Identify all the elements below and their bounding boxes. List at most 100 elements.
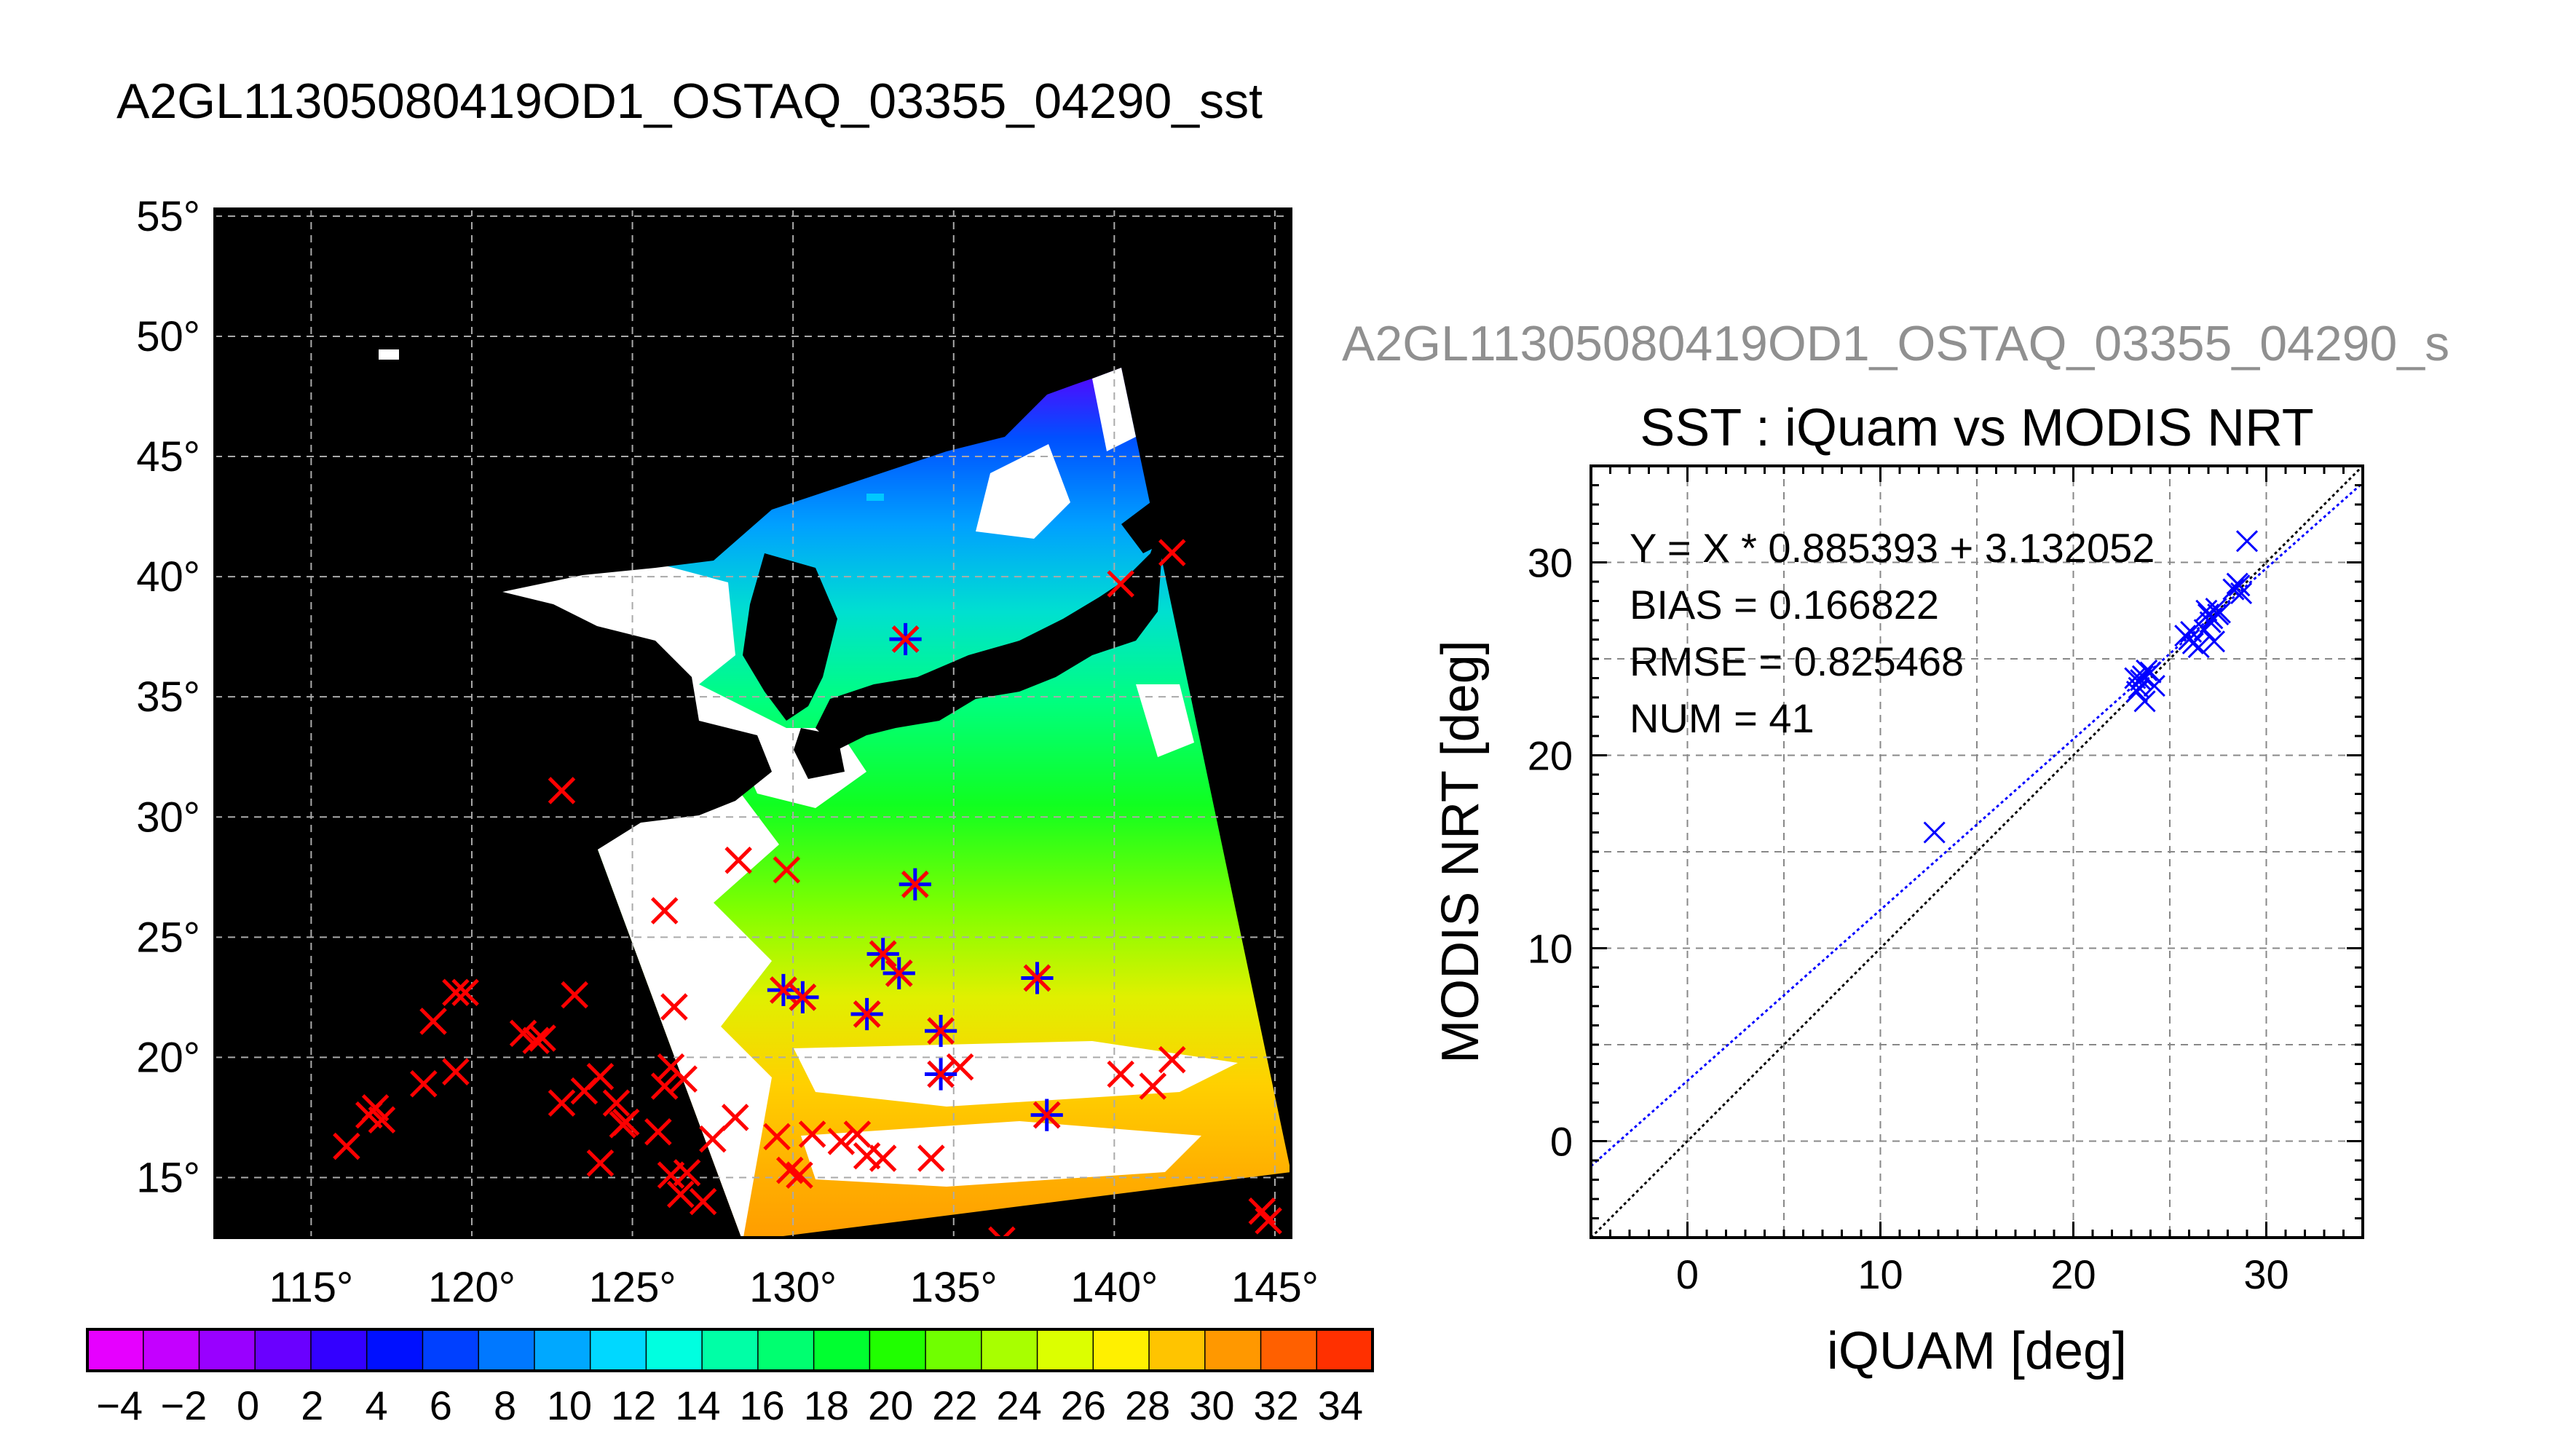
- colorbar-swatch: [1260, 1329, 1317, 1371]
- map-marker-red: [660, 993, 688, 1021]
- colorbar-swatch: [422, 1329, 479, 1371]
- map-marker-red: [927, 1017, 955, 1045]
- map-y-tick-label: 20°: [136, 1034, 200, 1081]
- map-y-tick-label: 55°: [136, 193, 200, 240]
- scatter-points: [1923, 530, 2259, 844]
- colorbar-tick-label: 26: [1061, 1382, 1106, 1428]
- colorbar-swatch: [1149, 1329, 1206, 1371]
- map-y-tick-label: 35°: [136, 673, 200, 721]
- scatter-point: [2133, 690, 2156, 713]
- map-marker-red: [1158, 1045, 1186, 1074]
- scatter-point: [2228, 574, 2251, 597]
- scatter-point: [2136, 659, 2158, 681]
- map-marker-red: [586, 1063, 615, 1091]
- map-y-tick-labels: 15° 20° 25° 30° 35° 40° 45° 50° 55°: [136, 193, 200, 1202]
- scatter-title: SST : iQuam vs MODIS NRT: [1640, 399, 2314, 457]
- colorbar-tick-label: 28: [1125, 1382, 1170, 1428]
- scatter-x-axis-label: iQUAM [deg]: [1827, 1322, 2127, 1380]
- scatter-lines: [1591, 466, 2363, 1238]
- scatter-point: [2203, 630, 2226, 653]
- map-marker-red: [1255, 1207, 1282, 1235]
- map-marker-red: [721, 1104, 749, 1131]
- map-marker-red: [1158, 539, 1186, 566]
- regression-line: [1591, 482, 2363, 1167]
- map-marker-red: [843, 1120, 872, 1148]
- map-marker-red: [333, 1132, 360, 1160]
- colorbar-tick-label: 0: [237, 1382, 259, 1428]
- map-marker-red: [442, 1058, 470, 1085]
- scatter-point: [2143, 675, 2165, 697]
- map-frame: [213, 207, 1292, 1239]
- scatter-point: [2125, 680, 2149, 703]
- scatter-x-tick-label: 10: [1857, 1251, 1903, 1297]
- scatter-x-tick-label: 20: [2050, 1251, 2096, 1297]
- map-markers: [333, 539, 1282, 1238]
- northern-ice-fragment: [379, 349, 399, 360]
- scatter-super-title: A2GL11305080419OD1_OSTAQ_03355_04290_s: [1342, 316, 2449, 371]
- identity-line: [1591, 466, 2363, 1238]
- scatter-point: [1923, 821, 1946, 844]
- scatter-point: [2222, 578, 2245, 601]
- map-marker-red: [885, 960, 913, 987]
- map-x-tick-label: 140°: [1070, 1264, 1158, 1311]
- map-marker-red: [1107, 570, 1134, 598]
- map-marker-red: [586, 1149, 615, 1177]
- map-y-tick-label: 50°: [136, 313, 200, 360]
- scatter-annotations: Y = X * 0.885393 + 3.132052 BIAS = 0.1668…: [1630, 525, 2155, 741]
- map-marker-red: [442, 978, 470, 1007]
- colorbar-swatch: [702, 1329, 759, 1371]
- map-marker-red: [1023, 964, 1051, 992]
- colorbar-swatch: [646, 1329, 703, 1371]
- colorbar-swatch: [1093, 1329, 1150, 1371]
- map-marker-red: [548, 777, 576, 804]
- colorbar-swatch: [310, 1329, 368, 1371]
- scatter-point: [2195, 599, 2218, 622]
- colorbar-tick-label: 6: [430, 1382, 452, 1428]
- map-panel: 115° 120° 125° 130° 135° 140° 145° 15° 20° 25° 30…: [136, 193, 1319, 1311]
- colorbar-tick-label: 30: [1189, 1382, 1234, 1428]
- map-marker-red: [612, 1108, 640, 1136]
- colorbar-swatch: [534, 1329, 591, 1371]
- colorbar-tick-label: 14: [675, 1382, 720, 1428]
- map-marker-red: [699, 1125, 727, 1153]
- map-marker-red: [869, 940, 897, 968]
- map-marker-red: [927, 1060, 955, 1088]
- colorbar-tick-label: 20: [868, 1382, 913, 1428]
- map-marker-red: [786, 1161, 813, 1189]
- colorbar-swatch: [757, 1329, 815, 1371]
- scatter-y-tick-label: 10: [1528, 926, 1573, 972]
- scatter-y-tick-label: 20: [1528, 733, 1573, 779]
- colorbar-tick-label: 18: [804, 1382, 849, 1428]
- scatter-point: [2187, 636, 2210, 659]
- colorbar-swatch: [199, 1329, 256, 1371]
- map-marker-red: [1032, 1101, 1061, 1129]
- colorbar-tick-label: −2: [160, 1382, 207, 1428]
- colorbar-swatch: [981, 1329, 1038, 1371]
- map-marker-red: [853, 1000, 881, 1028]
- scatter-y-tick-label: 0: [1550, 1119, 1573, 1165]
- colorbar-swatch: [925, 1329, 982, 1371]
- map-x-tick-label: 125°: [589, 1264, 676, 1311]
- scatter-y-axis-label: MODIS NRT [deg]: [1431, 640, 1490, 1064]
- scatter-point: [2208, 601, 2231, 624]
- colorbar-tick-label: 32: [1253, 1382, 1298, 1428]
- colorbar-tick-label: 24: [996, 1382, 1041, 1428]
- map-x-tick-label: 135°: [910, 1264, 998, 1311]
- scatter-point: [2230, 582, 2253, 604]
- scatter-x-tick-label: 30: [2243, 1251, 2289, 1297]
- scatter-y-tick-label: 30: [1528, 540, 1573, 586]
- northern-ice-fragment-2: [866, 494, 884, 501]
- map-marker-red: [368, 1106, 396, 1133]
- map-marker-red: [891, 625, 920, 653]
- scatter-x-tick-label: 0: [1676, 1251, 1699, 1297]
- colorbar-frame: [86, 1328, 1374, 1372]
- scatter-ticks: 0 10 20 30 0 10 20 30: [1528, 464, 2364, 1297]
- map-x-tick-labels: 115° 120° 125° 130° 135° 140° 145°: [269, 1264, 1319, 1311]
- colorbar-tick-label: −4: [96, 1382, 143, 1428]
- colorbar-swatch: [1204, 1329, 1262, 1371]
- colorbar-tick-label: 8: [494, 1382, 516, 1428]
- map-marker-red: [1139, 1072, 1167, 1100]
- scatter-point: [2131, 665, 2154, 687]
- map-marker-red: [650, 897, 679, 925]
